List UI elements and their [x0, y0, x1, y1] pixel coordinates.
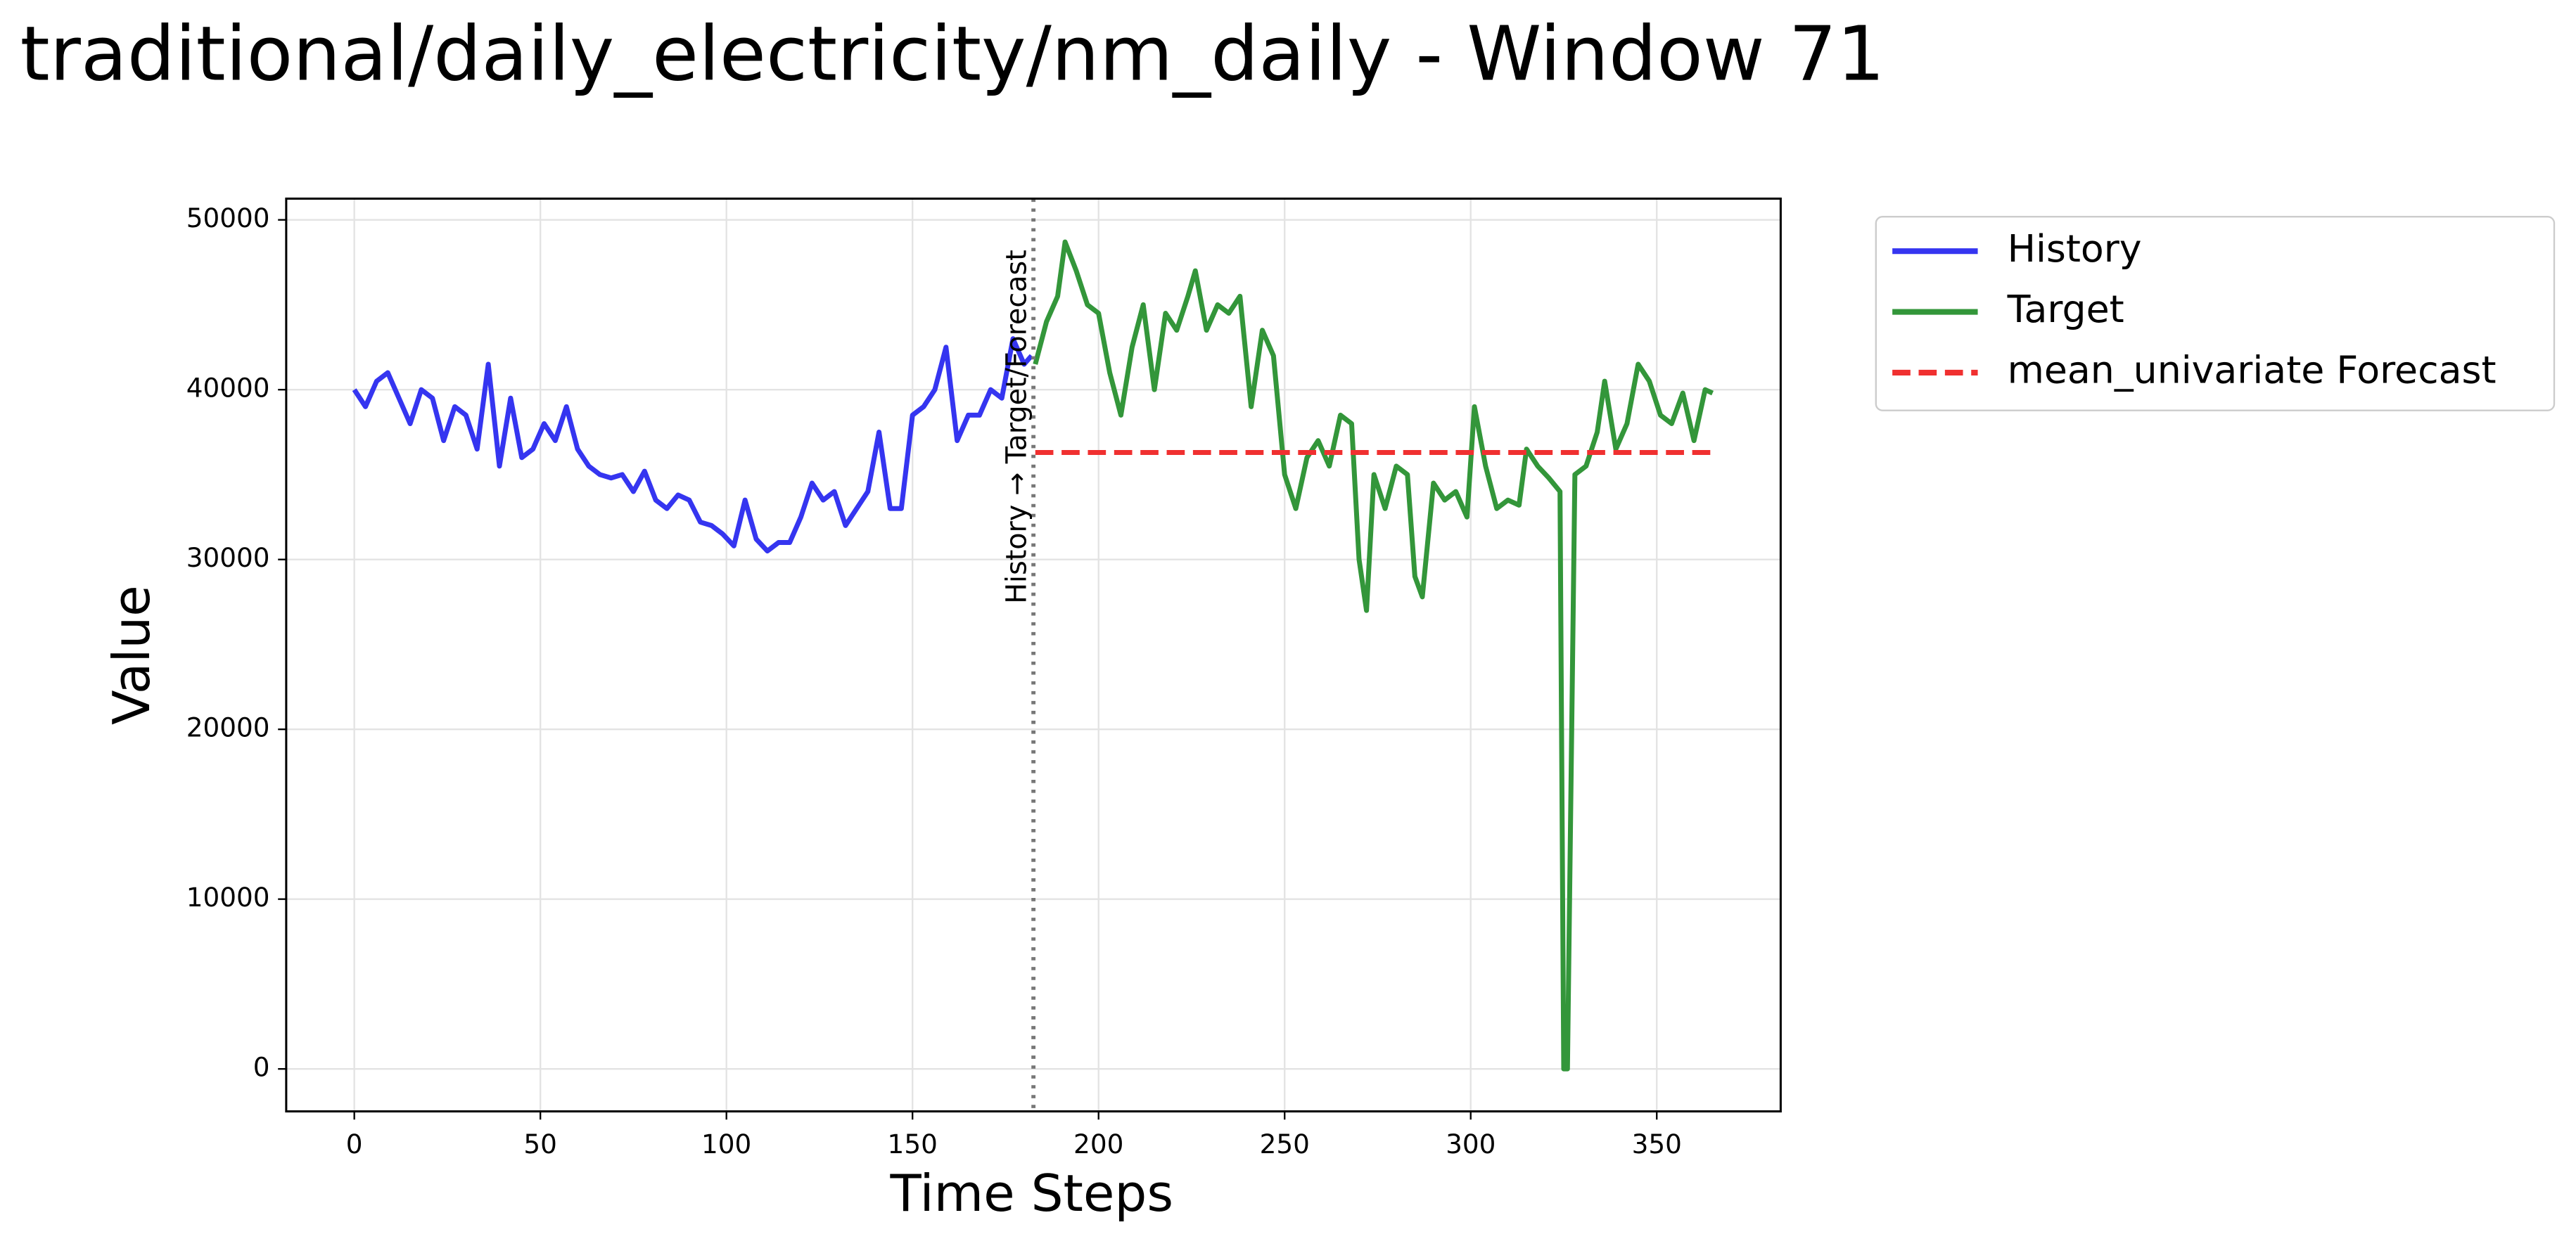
x-tick-label: 200	[1073, 1129, 1123, 1160]
x-tick-label: 150	[888, 1129, 938, 1160]
y-tick-label: 10000	[186, 882, 270, 913]
legend-label: Target	[2007, 287, 2124, 331]
y-tick-label: 50000	[186, 203, 270, 233]
y-tick-label: 20000	[186, 712, 270, 743]
x-tick-label: 250	[1260, 1129, 1310, 1160]
x-tick-label: 300	[1446, 1129, 1496, 1160]
y-tick-label: 30000	[186, 542, 270, 573]
x-tick-label: 0	[346, 1129, 363, 1160]
x-axis-label: Time Steps	[890, 1164, 1174, 1223]
x-tick-label: 350	[1632, 1129, 1682, 1160]
legend-label: mean_univariate Forecast	[2008, 348, 2497, 392]
legend-label: History	[2008, 226, 2142, 271]
x-tick-label: 100	[701, 1129, 751, 1160]
y-tick-label: 40000	[186, 373, 270, 404]
chart-title: traditional/daily_electricity/nm_daily -…	[20, 10, 1885, 98]
frame	[285, 197, 1782, 1113]
y-tick-label: 0	[253, 1052, 270, 1083]
divider-label: History → Target/Forecast	[1001, 250, 1033, 604]
series-line	[1033, 239, 1714, 1072]
y-axis-label: Value	[103, 585, 162, 725]
x-tick-label: 50	[523, 1129, 557, 1160]
legend-box	[1875, 216, 2556, 411]
series-line	[352, 336, 1034, 554]
